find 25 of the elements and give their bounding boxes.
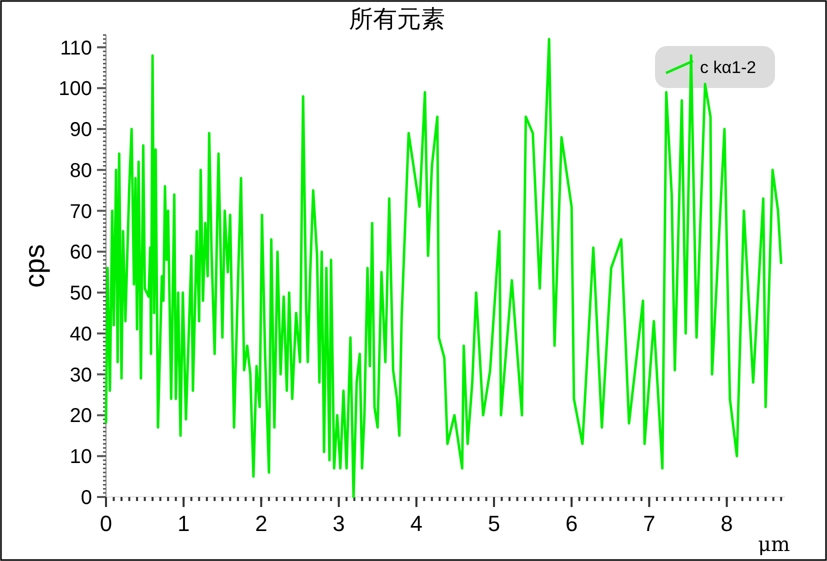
y-tick-label: 10 (70, 446, 92, 468)
y-tick-label: 90 (70, 119, 92, 142)
chart-title: 所有元素 (349, 6, 445, 33)
y-tick-label: 20 (70, 405, 92, 428)
x-tick-label: 6 (565, 511, 578, 536)
x-tick-label: 1 (177, 511, 190, 536)
y-tick-label: 30 (70, 364, 92, 386)
y-tick-label: 60 (70, 242, 92, 264)
x-tick-label: 5 (488, 511, 500, 536)
x-tick-label: 4 (410, 511, 423, 536)
legend-label: c kα1-2 (700, 58, 756, 77)
y-tick-label: 110 (60, 37, 92, 60)
x-tick-label: 8 (720, 511, 733, 536)
y-axis-title: cps (19, 244, 50, 288)
y-tick-label: 40 (70, 323, 92, 346)
x-tick-label: 0 (100, 511, 112, 536)
x-tick-label: 2 (255, 511, 268, 536)
y-tick-label: 50 (70, 282, 92, 305)
x-tick-label: 3 (332, 511, 345, 536)
x-axis-title: μm (758, 532, 790, 556)
y-tick-label: 100 (58, 78, 92, 100)
y-tick-label: 70 (70, 200, 92, 223)
y-tick-label: 80 (70, 160, 92, 182)
y-tick-label: 0 (80, 487, 92, 509)
x-tick-label: 7 (643, 511, 656, 536)
